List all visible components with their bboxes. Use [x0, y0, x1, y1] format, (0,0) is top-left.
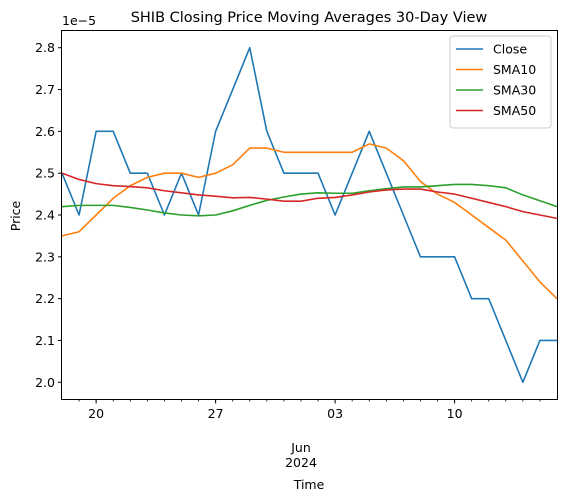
legend-label-sma10: SMA10	[493, 62, 536, 77]
series-line-sma50	[61, 172, 558, 220]
y-tick-label: 2.7	[35, 82, 55, 97]
y-axis-title: Price	[8, 200, 23, 231]
y-multiplier-label: 1e−5	[62, 13, 96, 28]
legend-box	[449, 35, 552, 129]
y-tick-label: 2.5	[35, 166, 55, 181]
legend-label-sma50: SMA50	[493, 103, 536, 118]
x-axis: 20 27 03 10	[78, 399, 541, 421]
plot-lines	[61, 46, 558, 384]
y-axis: 2.0 2.1 2.2 2.3 2.4 2.5 2.6 2.7 2.8	[35, 40, 62, 390]
y-tick-label: 2.0	[35, 375, 55, 390]
y-tick-label: 2.6	[35, 124, 55, 139]
series-line-close	[61, 46, 557, 384]
x-tick-label: 10	[447, 406, 463, 421]
x-tick-label: 20	[88, 406, 104, 421]
legend-label-sma30: SMA30	[493, 83, 536, 98]
legend: Close SMA10 SMA30 SMA50	[449, 35, 552, 129]
y-tick-label: 2.1	[35, 333, 55, 348]
chart-title: SHIB Closing Price Moving Averages 30-Da…	[131, 10, 488, 26]
x-year-label: 2024	[285, 455, 317, 470]
y-tick-label: 2.4	[35, 208, 55, 223]
x-tick-label: 27	[208, 406, 224, 421]
y-tick-label: 2.2	[35, 291, 55, 306]
series-line-sma30	[61, 183, 558, 217]
legend-label-close: Close	[493, 42, 527, 57]
y-tick-label: 2.8	[35, 40, 55, 55]
y-tick-label: 2.3	[35, 249, 55, 264]
series-line-sma10	[61, 143, 558, 300]
x-tick-label: 03	[327, 406, 343, 421]
x-axis-title: Time	[293, 477, 325, 492]
x-month-label: Jun	[290, 440, 311, 455]
